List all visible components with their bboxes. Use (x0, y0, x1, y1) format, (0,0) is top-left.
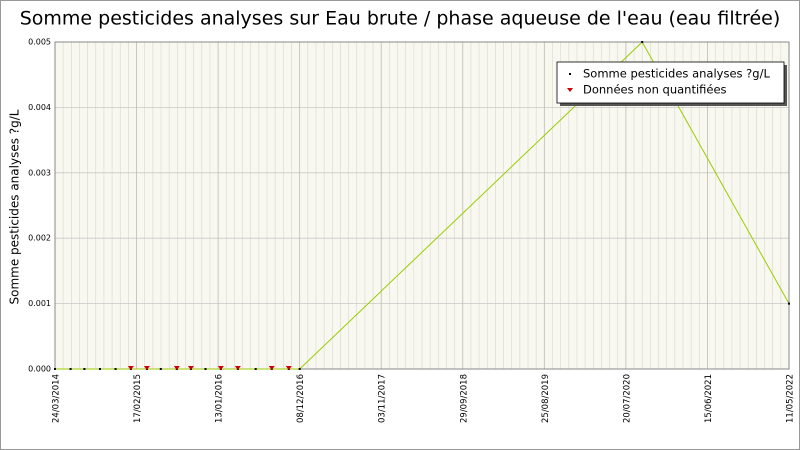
x-tick-label: 03/11/2017 (378, 374, 388, 423)
y-tick-label: 0.005 (28, 38, 51, 47)
data-point (54, 368, 56, 370)
legend-label: Somme pesticides analyses ?g/L (583, 67, 770, 81)
x-tick-label: 20/07/2020 (622, 374, 632, 423)
x-tick-label: 15/06/2021 (704, 374, 714, 423)
data-point (641, 41, 644, 43)
y-axis-label: Somme pesticides analyses ?g/L (8, 109, 22, 304)
data-point (254, 368, 257, 370)
non-quantified-marker (234, 366, 241, 370)
y-tick-label: 0.003 (28, 168, 51, 177)
data-point (204, 368, 207, 370)
non-quantified-marker (143, 366, 150, 370)
data-point (788, 302, 790, 305)
x-tick-label: 08/12/2016 (296, 374, 306, 423)
data-point (83, 368, 86, 370)
non-quantified-marker (187, 366, 194, 370)
data-point (98, 368, 101, 370)
x-tick-label: 25/08/2019 (541, 374, 551, 423)
legend-box (556, 61, 785, 104)
data-point (159, 368, 162, 370)
x-tick-label: 24/03/2014 (52, 374, 62, 423)
non-quantified-marker (268, 366, 275, 370)
x-tick-label: 13/01/2016 (215, 374, 225, 423)
legend-marker (567, 88, 573, 92)
non-quantified-marker (173, 366, 180, 370)
y-tick-label: 0.004 (28, 103, 51, 112)
y-tick-label: 0.002 (28, 234, 51, 243)
data-point (298, 368, 301, 370)
non-quantified-marker (127, 366, 134, 370)
plot-border (54, 41, 790, 370)
data-point (114, 368, 117, 370)
y-tick-label: 0.001 (28, 299, 51, 308)
legend: Somme pesticides analyses ?g/L Données no… (556, 61, 787, 106)
x-tick-label: 17/02/2015 (133, 374, 143, 423)
y-tick-label: 0.000 (28, 365, 51, 374)
x-tick-label: 11/05/2022 (786, 374, 796, 423)
non-quantified-marker (285, 366, 292, 370)
x-tick-label: 29/09/2018 (459, 374, 469, 423)
non-quantified-marker (217, 366, 224, 370)
data-point (69, 368, 72, 370)
chart-title: Somme pesticides analyses sur Eau brute … (20, 8, 781, 30)
legend-marker (569, 73, 571, 75)
legend-label: Données non quantifiées (583, 83, 727, 97)
